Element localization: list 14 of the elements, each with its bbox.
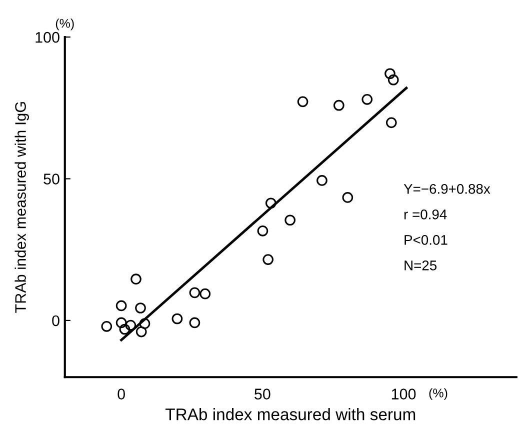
y-axis-title: TRAb index measured with IgG [14, 102, 29, 313]
x-tick-label: 0 [118, 388, 125, 400]
x-tick-label: 100 [392, 388, 416, 400]
annotation: N=25 [404, 260, 437, 270]
x-tick-label: 50 [254, 388, 270, 400]
text: (%) [56, 18, 74, 30]
y-tick-label: 100 [36, 32, 60, 43]
text: (%) [429, 388, 448, 400]
y-tick-label: 0 [52, 315, 60, 326]
x-axis-title: TRAb index measured with serum [166, 408, 416, 420]
annotation: r =0.94 [404, 209, 447, 220]
y-tick-label: 50 [44, 174, 60, 184]
annotation: P<0.01 [404, 235, 448, 245]
annotation: Y=−6.9+0.88x [404, 184, 490, 194]
